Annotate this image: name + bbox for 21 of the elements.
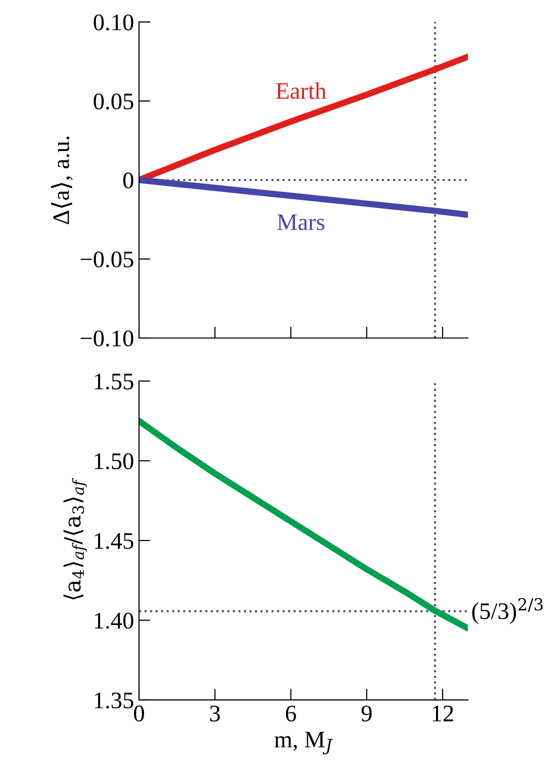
x-axis-title: m, M$_{J}$ [274, 732, 333, 754]
x-tick-label: 12 [432, 706, 454, 722]
y-tick-label: −0.10 [80, 330, 134, 347]
y-tick-label: 1.55 [94, 374, 134, 390]
y-tick-label: 1.35 [94, 692, 134, 709]
y-tick-label: −0.05 [80, 251, 134, 268]
text: (5/3)$^{2/3}$ [472, 598, 543, 624]
series-label: Earth [276, 82, 326, 99]
y-tick-label: 1.50 [94, 453, 134, 470]
y-tick-label: 1.45 [94, 533, 134, 550]
y-tick-label: 0 [123, 172, 134, 188]
x-tick-label: 9 [362, 706, 372, 722]
y-tick-label: 1.40 [94, 612, 134, 629]
x-tick-label: 0 [134, 706, 144, 722]
y-axis-title: ⟨a$_{4}$⟩$_{af}$/⟨a$_{3}$⟩$_{af}$ [64, 478, 88, 600]
x-tick-label: 6 [286, 706, 296, 722]
y-axis-title: Δ⟨a⟩, a.u. [51, 136, 73, 224]
series-label: Mars [277, 214, 324, 230]
y-tick-label: 0.05 [94, 93, 134, 110]
x-tick-label: 3 [210, 706, 220, 722]
y-tick-label: 0.10 [94, 14, 134, 30]
